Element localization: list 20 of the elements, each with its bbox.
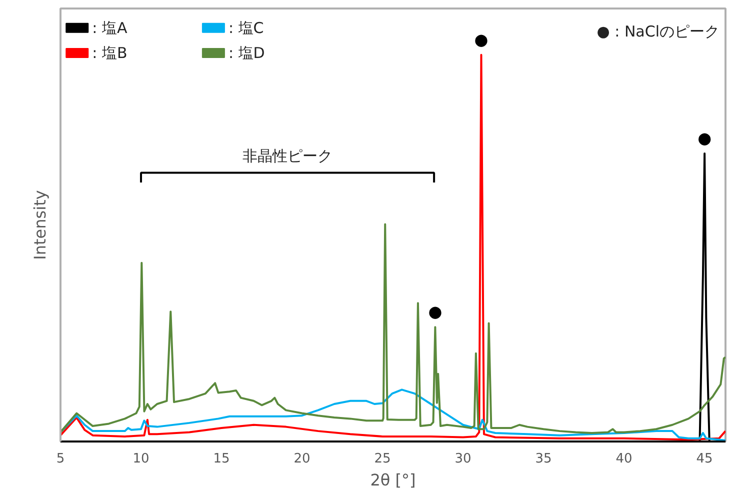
x-tick-label: 15: [213, 452, 230, 466]
legend-label: : 塩B: [92, 44, 128, 62]
x-tick-label: 20: [294, 452, 310, 466]
legend-label: : 塩D: [228, 44, 265, 62]
x-axis-title: 2θ [°]: [370, 470, 416, 490]
x-tick-label: 10: [132, 452, 150, 466]
y-axis-title: Intensity: [30, 190, 50, 260]
annotation: ●: [698, 128, 712, 148]
x-tick-label: 40: [616, 452, 632, 466]
text: ● : NaClのピーク: [596, 22, 720, 40]
annotation: 非晶性ピーク: [242, 146, 333, 165]
legend-label: : 塩C: [228, 18, 264, 37]
x-tick-label: 5: [56, 452, 65, 466]
x-tick-label: 25: [374, 452, 391, 466]
annotation: ●: [474, 30, 488, 49]
annotation: ●: [428, 302, 442, 322]
x-tick-label: 45: [696, 452, 713, 466]
x-tick-label: 35: [535, 452, 552, 466]
legend-label: : 塩A: [92, 18, 128, 37]
x-tick-label: 30: [454, 452, 472, 466]
